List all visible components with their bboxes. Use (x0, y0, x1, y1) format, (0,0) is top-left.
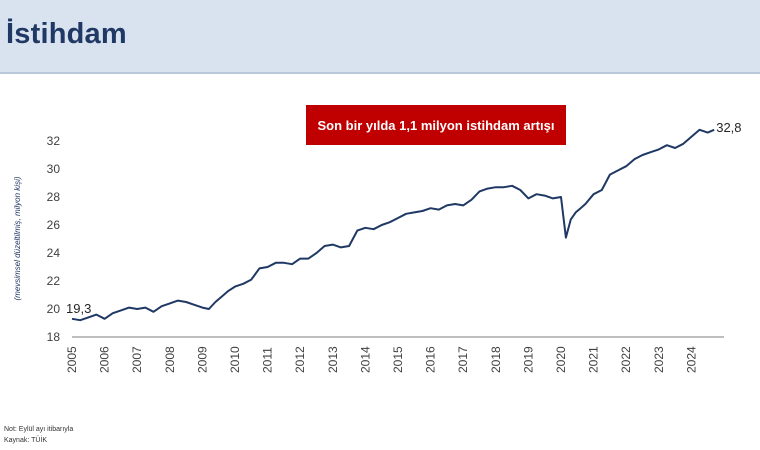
data-label-start: 19,3 (66, 301, 91, 316)
x-tick-label: 2013 (326, 346, 340, 373)
x-tick-label: 2020 (554, 346, 568, 373)
x-tick-label: 2010 (228, 346, 242, 373)
y-tick-label: 30 (47, 162, 61, 176)
x-tick-label: 2009 (195, 346, 209, 373)
data-label-end: 32,8 (716, 120, 741, 135)
footnote-note: Not: Eylül ayı itibarıyla (4, 426, 74, 433)
x-tick-label: 2024 (684, 346, 698, 373)
header-bar: İstihdam (0, 0, 760, 74)
footnote-source: Kaynak: TÜİK (4, 437, 48, 444)
x-tick-label: 2005 (65, 346, 79, 373)
y-tick-label: 20 (47, 302, 61, 316)
y-axis-label: (mevsimsel düzeltilmiş, milyon kişi) (13, 176, 22, 300)
x-tick-label: 2023 (652, 346, 666, 373)
x-tick-label: 2012 (293, 346, 307, 373)
x-tick-label: 2007 (130, 346, 144, 373)
x-tick-label: 2019 (521, 346, 535, 373)
x-tick-label: 2008 (163, 346, 177, 373)
x-tick-label: 2021 (587, 346, 601, 373)
x-tick-label: 2022 (619, 346, 633, 373)
series-line (71, 128, 715, 322)
y-tick-label: 28 (47, 190, 61, 204)
y-tick-label: 24 (47, 246, 61, 260)
y-tick-label: 18 (47, 330, 61, 344)
x-tick-label: 2011 (261, 347, 275, 373)
x-tick-label: 2016 (424, 346, 438, 373)
page-title: İstihdam (6, 18, 127, 50)
callout-text: Son bir yılda 1,1 milyon istihdam artışı (318, 118, 555, 133)
x-tick-label: 2017 (456, 346, 470, 373)
x-tick-label: 2015 (391, 346, 405, 373)
callout-box (306, 105, 566, 145)
x-tick-label: 2006 (98, 346, 112, 373)
y-tick-label: 26 (47, 218, 61, 232)
y-tick-label: 22 (47, 274, 61, 288)
y-tick-label: 32 (47, 134, 61, 148)
x-tick-label: 2014 (358, 346, 372, 373)
x-tick-label: 2018 (489, 346, 503, 373)
